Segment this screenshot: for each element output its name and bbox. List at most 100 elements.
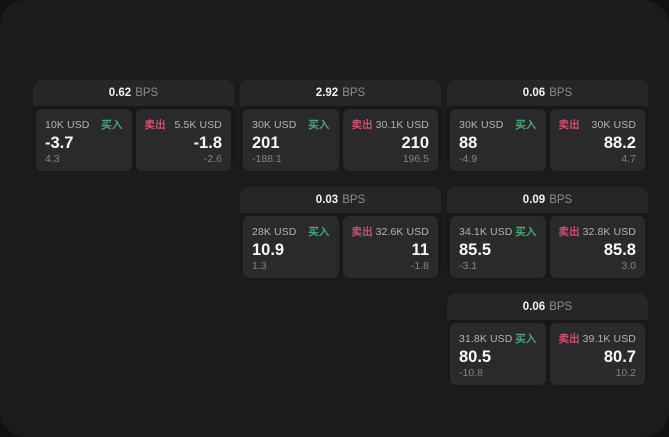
sell-sub-value: 4.7 bbox=[621, 152, 636, 165]
sell-sub-value: 3.0 bbox=[621, 259, 636, 272]
card-header: 0.09 BPS bbox=[447, 187, 648, 213]
buy-side-label: 买入 bbox=[308, 226, 330, 238]
sell-sub-value: 196.5 bbox=[402, 152, 429, 165]
bps-unit-label: BPS bbox=[549, 194, 573, 206]
bps-unit-label: BPS bbox=[549, 301, 573, 313]
card-header: 0.06 BPS bbox=[447, 80, 648, 106]
card-body: 30K USD 买入 201 -188.1 卖出 30.1K USD 210 1… bbox=[240, 106, 441, 171]
sell-size: 30K USD bbox=[591, 119, 636, 131]
sell-panel-top: 卖出 30K USD bbox=[559, 117, 637, 132]
sell-price: 85.8 bbox=[603, 241, 636, 259]
buy-panel-top: 10K USD 买入 bbox=[45, 117, 123, 132]
sell-side-label: 卖出 bbox=[558, 226, 580, 238]
card-header: 2.92 BPS bbox=[240, 80, 441, 106]
buy-side-label: 买入 bbox=[308, 119, 330, 131]
sell-panel-top: 卖出 32.6K USD bbox=[352, 224, 430, 239]
card-body: 30K USD 买入 88 -4.9 卖出 30K USD 88.2 4.7 bbox=[447, 106, 648, 171]
card-header: 0.62 BPS bbox=[33, 80, 234, 106]
bps-value: 0.06 bbox=[522, 87, 546, 99]
buy-panel[interactable]: 34.1K USD 买入 85.5 -3.1 bbox=[450, 216, 546, 278]
buy-panel-top: 28K USD 买入 bbox=[252, 224, 330, 239]
buy-price: -3.7 bbox=[45, 134, 74, 152]
quote-card: 0.03 BPS 28K USD 买入 10.9 1.3 卖出 32.6K US… bbox=[240, 187, 441, 278]
sell-panel-top: 卖出 39.1K USD bbox=[559, 331, 637, 346]
sell-price: 11 bbox=[411, 241, 429, 259]
bps-unit-label: BPS bbox=[135, 87, 159, 99]
card-body: 10K USD 买入 -3.7 4.3 卖出 5.5K USD -1.8 -2.… bbox=[33, 106, 234, 171]
quote-card: 0.06 BPS 31.8K USD 买入 80.5 -10.8 卖出 39.1… bbox=[447, 294, 648, 385]
buy-panel[interactable]: 10K USD 买入 -3.7 4.3 bbox=[36, 109, 132, 171]
buy-panel-top: 31.8K USD 买入 bbox=[459, 331, 537, 346]
buy-size: 34.1K USD bbox=[459, 226, 513, 238]
sell-size: 32.8K USD bbox=[582, 226, 636, 238]
sell-size: 32.6K USD bbox=[375, 226, 429, 238]
sell-sub-value: 10.2 bbox=[615, 366, 636, 379]
sell-panel[interactable]: 卖出 30.1K USD 210 196.5 bbox=[342, 109, 438, 171]
buy-panel[interactable]: 28K USD 买入 10.9 1.3 bbox=[243, 216, 339, 278]
card-header: 0.06 BPS bbox=[447, 294, 648, 320]
buy-size: 31.8K USD bbox=[459, 333, 513, 345]
bps-value: 0.03 bbox=[315, 194, 339, 206]
sell-side-label: 卖出 bbox=[144, 119, 166, 131]
bps-value: 2.92 bbox=[315, 87, 339, 99]
card-header: 0.03 BPS bbox=[240, 187, 441, 213]
buy-price: 80.5 bbox=[459, 348, 492, 366]
buy-sub-value: -188.1 bbox=[252, 152, 282, 165]
card-body: 31.8K USD 买入 80.5 -10.8 卖出 39.1K USD 80.… bbox=[447, 320, 648, 385]
quote-card: 0.09 BPS 34.1K USD 买入 85.5 -3.1 卖出 32.8K… bbox=[447, 187, 648, 278]
buy-price: 85.5 bbox=[459, 241, 492, 259]
buy-size: 30K USD bbox=[459, 119, 504, 131]
sell-size: 5.5K USD bbox=[174, 119, 222, 131]
sell-panel[interactable]: 卖出 5.5K USD -1.8 -2.6 bbox=[135, 109, 231, 171]
quote-card: 0.06 BPS 30K USD 买入 88 -4.9 卖出 30K USD bbox=[447, 80, 648, 171]
buy-sub-value: -3.1 bbox=[459, 259, 478, 272]
sell-side-label: 卖出 bbox=[558, 333, 580, 345]
buy-panel-top: 34.1K USD 买入 bbox=[459, 224, 537, 239]
quote-card: 2.92 BPS 30K USD 买入 201 -188.1 卖出 30.1K … bbox=[240, 80, 441, 171]
buy-price: 10.9 bbox=[252, 241, 285, 259]
sell-sub-value: -2.6 bbox=[203, 152, 222, 165]
bps-value: 0.62 bbox=[108, 87, 132, 99]
sell-side-label: 卖出 bbox=[351, 119, 373, 131]
buy-size: 28K USD bbox=[252, 226, 297, 238]
buy-price: 201 bbox=[252, 134, 280, 152]
sell-price: 80.7 bbox=[603, 348, 636, 366]
bps-unit-label: BPS bbox=[342, 194, 366, 206]
sell-panel[interactable]: 卖出 30K USD 88.2 4.7 bbox=[549, 109, 645, 171]
sell-size: 39.1K USD bbox=[582, 333, 636, 345]
buy-panel[interactable]: 31.8K USD 买入 80.5 -10.8 bbox=[450, 323, 546, 385]
sell-size: 30.1K USD bbox=[375, 119, 429, 131]
buy-panel[interactable]: 30K USD 买入 201 -188.1 bbox=[243, 109, 339, 171]
bps-value: 0.06 bbox=[522, 301, 546, 313]
sell-side-label: 卖出 bbox=[351, 226, 373, 238]
buy-side-label: 买入 bbox=[515, 226, 537, 238]
sell-panel-top: 卖出 5.5K USD bbox=[145, 117, 223, 132]
card-body: 28K USD 买入 10.9 1.3 卖出 32.6K USD 11 -1.8 bbox=[240, 213, 441, 278]
sell-panel[interactable]: 卖出 32.8K USD 85.8 3.0 bbox=[549, 216, 645, 278]
buy-side-label: 买入 bbox=[101, 119, 123, 131]
sell-side-label: 卖出 bbox=[558, 119, 580, 131]
buy-size: 30K USD bbox=[252, 119, 297, 131]
sell-panel[interactable]: 卖出 32.6K USD 11 -1.8 bbox=[342, 216, 438, 278]
sell-panel-top: 卖出 32.8K USD bbox=[559, 224, 637, 239]
buy-sub-value: -10.8 bbox=[459, 366, 483, 379]
card-body: 34.1K USD 买入 85.5 -3.1 卖出 32.8K USD 85.8… bbox=[447, 213, 648, 278]
buy-sub-value: -4.9 bbox=[459, 152, 478, 165]
bps-unit-label: BPS bbox=[549, 87, 573, 99]
buy-panel-top: 30K USD 买入 bbox=[459, 117, 537, 132]
sell-price: -1.8 bbox=[193, 134, 222, 152]
bps-unit-label: BPS bbox=[342, 87, 366, 99]
buy-size: 10K USD bbox=[45, 119, 90, 131]
buy-side-label: 买入 bbox=[515, 119, 537, 131]
sell-price: 88.2 bbox=[603, 134, 636, 152]
sell-price: 210 bbox=[401, 134, 429, 152]
buy-panel[interactable]: 30K USD 买入 88 -4.9 bbox=[450, 109, 546, 171]
buy-price: 88 bbox=[459, 134, 478, 152]
buy-panel-top: 30K USD 买入 bbox=[252, 117, 330, 132]
buy-sub-value: 1.3 bbox=[252, 259, 267, 272]
sell-panel-top: 卖出 30.1K USD bbox=[352, 117, 430, 132]
sell-panel[interactable]: 卖出 39.1K USD 80.7 10.2 bbox=[549, 323, 645, 385]
buy-side-label: 买入 bbox=[515, 333, 537, 345]
quote-card: 0.62 BPS 10K USD 买入 -3.7 4.3 卖出 5.5K USD bbox=[33, 80, 234, 171]
